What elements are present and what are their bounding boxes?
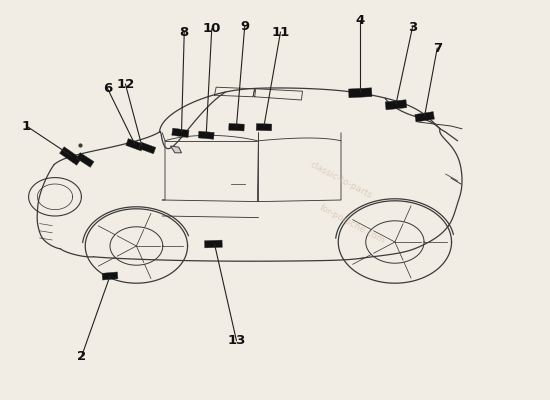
Text: 9: 9	[240, 20, 249, 32]
Text: 12: 12	[116, 78, 135, 90]
Bar	[59, 147, 81, 165]
Text: 11: 11	[271, 26, 290, 38]
Bar	[199, 131, 214, 139]
Text: 4: 4	[356, 14, 365, 26]
Bar	[205, 240, 222, 248]
Text: 8: 8	[180, 26, 189, 38]
Text: 1: 1	[22, 120, 31, 132]
Bar	[415, 112, 434, 122]
Bar	[385, 100, 407, 110]
Bar	[139, 142, 156, 154]
Bar	[349, 88, 372, 98]
Bar	[172, 128, 189, 138]
Text: for-porsche.com: for-porsche.com	[317, 203, 387, 245]
Text: 6: 6	[103, 82, 112, 94]
Bar	[126, 138, 144, 151]
Text: classic-to-parts: classic-to-parts	[309, 160, 373, 200]
Text: 10: 10	[202, 22, 221, 35]
Bar	[229, 124, 244, 131]
Text: 3: 3	[408, 21, 417, 34]
Text: 2: 2	[77, 350, 86, 363]
Text: 7: 7	[433, 42, 442, 54]
Bar	[102, 272, 118, 280]
Bar	[256, 124, 272, 131]
Text: 13: 13	[227, 334, 246, 347]
Polygon shape	[170, 146, 182, 153]
Bar	[76, 153, 94, 167]
